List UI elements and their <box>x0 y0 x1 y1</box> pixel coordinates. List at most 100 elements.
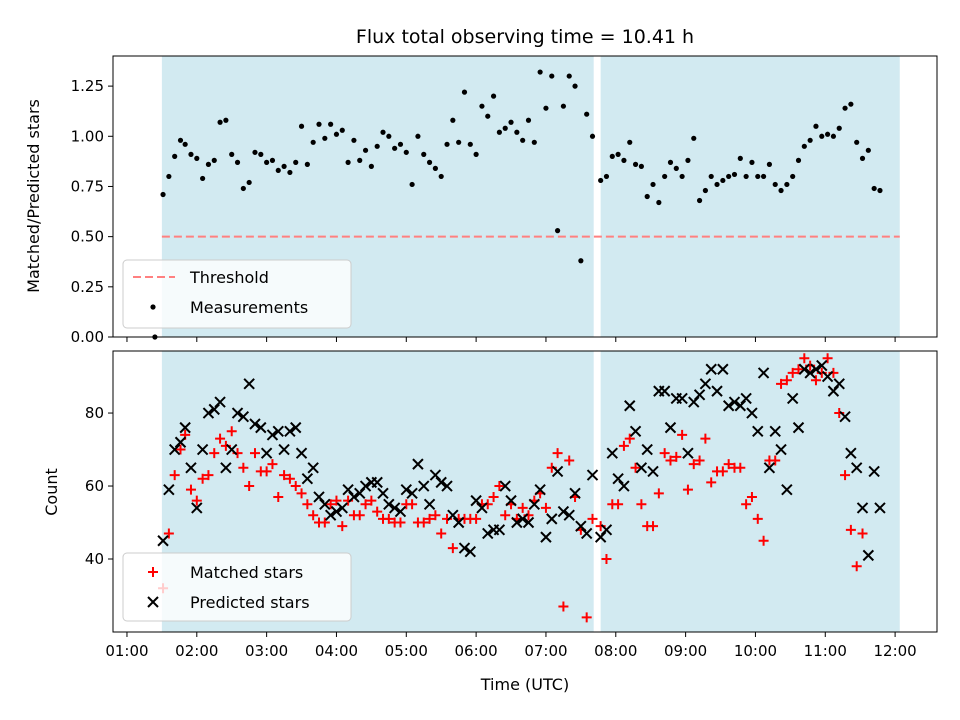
predicted-stars-point <box>606 447 618 459</box>
measurements-point <box>310 139 316 145</box>
predicted-stars-point <box>330 505 343 518</box>
matched-stars-point <box>279 470 290 481</box>
measurements-legend-swatch <box>150 304 156 310</box>
measurements-point <box>287 169 293 176</box>
top-legend-box <box>122 259 352 329</box>
predicted-stars-point <box>845 447 857 459</box>
predicted-stars-point <box>482 527 494 540</box>
predicted-stars-point <box>557 505 570 518</box>
predicted-stars-point <box>516 513 529 525</box>
measurements-point <box>444 141 450 147</box>
measurements-point <box>784 181 790 188</box>
bottom-y-tick-label: 60 <box>85 477 104 495</box>
top-y-tick-label: 0.25 <box>71 278 104 296</box>
matched-stars-point <box>677 429 688 440</box>
x-tick-label: 03:00 <box>245 642 288 660</box>
measurements-point <box>345 159 351 165</box>
measurements-point <box>473 151 479 157</box>
measurements-legend-label: Measurements <box>190 298 308 317</box>
matched-stars-point <box>857 528 868 539</box>
matched-stars-point <box>163 528 174 539</box>
predicted-stars-point <box>313 491 325 503</box>
measurements-point <box>380 129 386 135</box>
measurements-point <box>667 159 674 165</box>
measurements-point <box>609 153 615 159</box>
predicted-stars-point <box>850 462 863 474</box>
predicted-stars-point <box>196 443 209 456</box>
measurements-point <box>357 157 363 163</box>
predicted-stars-legend-swatch <box>147 596 159 608</box>
measurements-point <box>638 163 644 169</box>
predicted-stars-point <box>157 535 169 547</box>
predicted-stars-point <box>635 462 648 474</box>
predicted-stars-point <box>290 421 302 434</box>
measurements-point <box>865 147 871 153</box>
matched-stars-point <box>169 470 180 481</box>
x-tick-label: 01:00 <box>105 642 148 660</box>
measurements-point <box>298 123 305 129</box>
measurements-point <box>438 173 444 180</box>
measurements-point <box>479 103 485 109</box>
predicted-stars-point <box>792 421 805 434</box>
measurements-point <box>598 177 604 184</box>
measurements-point <box>584 111 590 117</box>
matched-stars-point <box>648 521 659 532</box>
top-y-tick-label: 1.25 <box>71 77 104 95</box>
top-panel: 0.00 0.25 0.50 0.75 1.00 1.25 Matched/Predict… <box>24 55 938 346</box>
matched-stars-point <box>325 499 336 510</box>
matched-stars-point <box>613 499 624 510</box>
predicted-stars-point <box>711 385 723 397</box>
predicted-stars-point <box>185 462 197 474</box>
measurements-point <box>397 141 404 147</box>
measurements-point <box>293 159 299 165</box>
matched-stars-point <box>261 466 272 477</box>
matched-stars-point <box>319 517 330 528</box>
bottom-panel-frame <box>112 350 938 633</box>
predicted-stars-point <box>722 400 735 412</box>
measurements-point <box>854 139 860 145</box>
top-legend: Threshold Measurements <box>122 259 352 329</box>
chart-title: Flux total observing time = 10.41 h <box>356 26 694 48</box>
matched-stars-point <box>758 535 769 546</box>
predicted-stars-point <box>278 443 290 456</box>
matched-stars-point <box>354 510 365 521</box>
predicted-stars-point <box>664 421 677 434</box>
matched-stars-point <box>746 491 757 502</box>
predicted-stars-point <box>763 462 776 474</box>
predicted-stars-point <box>406 487 418 500</box>
x-tick-label: 08:00 <box>594 642 637 660</box>
measurements-point <box>450 117 456 123</box>
predicted-stars-point <box>429 469 442 481</box>
measurements-point <box>316 121 322 127</box>
x-tick-label: 11:00 <box>804 642 847 660</box>
predicted-stars-point <box>641 443 653 456</box>
measurements-point <box>824 131 831 137</box>
measurements-point <box>537 69 543 75</box>
matched-stars-point <box>776 378 787 389</box>
measurements-point <box>322 135 328 141</box>
measurements-point <box>720 177 726 184</box>
measurements-point <box>644 193 650 200</box>
predicted-stars-point <box>699 378 712 390</box>
predicted-stars-point <box>798 363 811 375</box>
predicted-stars-point <box>284 425 296 437</box>
measurements-point <box>194 155 200 161</box>
predicted-stars-point <box>191 502 203 514</box>
measurements-point <box>836 125 842 131</box>
measurements-point <box>656 199 662 206</box>
matched-stars-point <box>840 470 851 481</box>
measurements-point <box>708 173 714 180</box>
measurements-point <box>685 157 691 163</box>
measurements-point <box>188 151 194 157</box>
measurements-point <box>842 105 848 111</box>
matched-stars-point <box>383 513 394 524</box>
top-y-tick-label: 1.00 <box>71 127 104 145</box>
matched-stars-point <box>741 499 752 510</box>
matched-stars-point <box>653 488 664 499</box>
measurements-point <box>877 187 883 194</box>
matched-stars-point <box>770 455 781 466</box>
predicted-stars-point <box>522 516 535 529</box>
x-tick-label: 02:00 <box>175 642 218 660</box>
top-plot-area: 0.00 0.25 0.50 0.75 1.00 1.25 <box>71 56 900 346</box>
measurements-point <box>467 141 473 147</box>
